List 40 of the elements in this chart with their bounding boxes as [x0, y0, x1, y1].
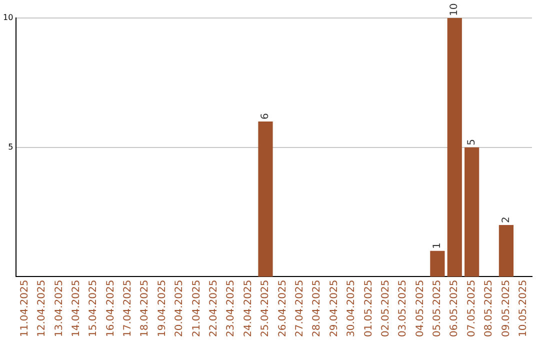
x-tick-label: 27.04.2025 — [294, 280, 306, 338]
x-tick-label: 19.04.2025 — [156, 280, 168, 338]
x-tick-label: 17.04.2025 — [122, 280, 134, 338]
x-tick-label: 23.04.2025 — [226, 280, 237, 338]
data-label: 2 — [500, 216, 512, 223]
x-tick-label: 05.05.2025 — [432, 280, 444, 338]
x-tick-label: 14.04.2025 — [70, 280, 82, 338]
data-label: 1 — [432, 242, 444, 249]
x-tick-label: 25.04.2025 — [260, 280, 272, 338]
x-tick-label: 21.04.2025 — [191, 280, 202, 338]
data-label: 5 — [466, 138, 478, 146]
x-tick-label: 10.05.2025 — [518, 280, 529, 338]
x-tick-label: 06.05.2025 — [449, 280, 460, 338]
x-tick-label: 28.04.2025 — [312, 280, 323, 338]
x-tick-label: 04.05.2025 — [414, 280, 426, 338]
x-tick-label: 24.04.2025 — [242, 280, 254, 338]
x-tick-label: 01.05.2025 — [363, 280, 374, 338]
x-tick-label: 09.05.2025 — [500, 280, 512, 338]
x-tick-label: 02.05.2025 — [380, 280, 392, 338]
bar — [430, 250, 445, 277]
bar — [258, 122, 273, 277]
x-tick-label: 15.04.2025 — [88, 280, 100, 338]
x-tick-label: 20.04.2025 — [174, 280, 186, 338]
x-tick-label: 30.04.2025 — [346, 280, 358, 338]
bar — [464, 147, 480, 277]
x-tick-label: 22.04.2025 — [208, 280, 220, 338]
x-tick-label: 08.05.2025 — [484, 280, 495, 338]
data-label: 10 — [449, 3, 460, 16]
bar — [447, 18, 462, 277]
x-tick-label: 07.05.2025 — [466, 280, 478, 338]
x-tick-label: 18.04.2025 — [140, 280, 151, 338]
x-tick-label: 13.04.2025 — [54, 280, 65, 338]
x-tick-label: 16.04.2025 — [105, 280, 116, 338]
x-tick-label: 12.04.2025 — [36, 280, 48, 338]
x-tick-label: 11.04.2025 — [19, 280, 30, 338]
data-label: 6 — [260, 113, 272, 120]
x-tick-label: 03.05.2025 — [398, 280, 409, 338]
x-tick-label: 29.04.2025 — [328, 280, 340, 338]
x-tick-label: 26.04.2025 — [277, 280, 288, 338]
bar — [498, 224, 514, 277]
